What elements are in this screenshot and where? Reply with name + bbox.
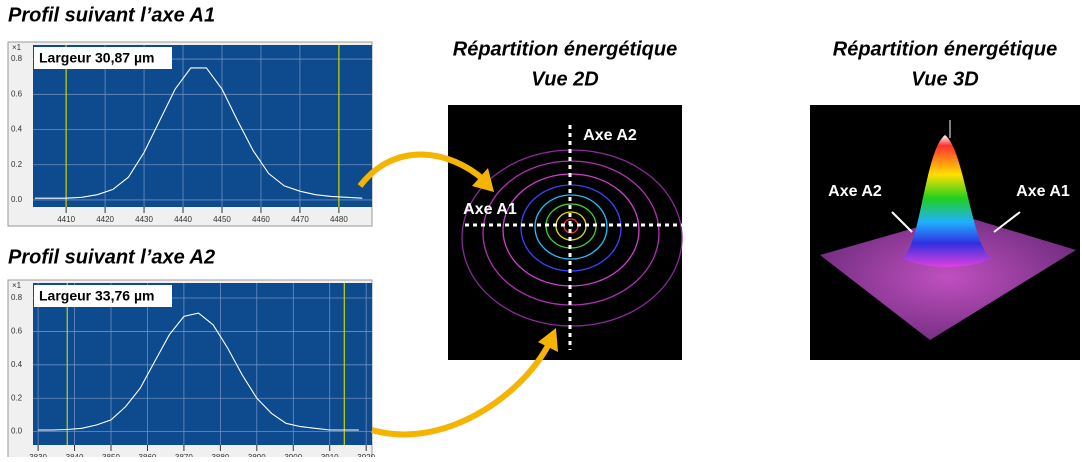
plot-area: [33, 45, 372, 207]
x-tick-label: 4470: [291, 215, 309, 224]
x-tick-label: 4460: [252, 215, 270, 224]
y-tick-label: 0.2: [11, 160, 23, 169]
pointer: [993, 211, 1021, 233]
x-tick-label: 3900: [284, 453, 302, 457]
profile-line: [34, 67, 363, 199]
annotation-box: [34, 285, 172, 307]
x-tick-label: 4440: [174, 215, 192, 224]
view-2d-title: Répartition énergétique: [453, 38, 677, 60]
x-tick-label: 3870: [175, 453, 193, 457]
view-2d-image: [448, 105, 682, 360]
x-tick-label: 4420: [96, 215, 114, 224]
x-tick-label: 4450: [213, 215, 231, 224]
annotation: Largeur 30,87 µm: [39, 50, 154, 66]
x-tick-label: 4480: [330, 215, 348, 224]
y-tick-label: 0.8: [11, 54, 23, 63]
profile-charts: Profil suivant l’axe A1 ×1 0.0 0.2 0.4 0.6 0.8…: [7, 4, 376, 462]
y-tick-label: 0.0: [11, 195, 23, 204]
peak: [902, 135, 992, 267]
y-tick-label: 0.0: [11, 427, 23, 436]
arrowhead: [472, 168, 494, 192]
x-tick-label: 3860: [139, 453, 157, 457]
arrow: [371, 340, 553, 438]
view-2d-subtitle: Vue 2D: [531, 68, 598, 90]
axis-label: Axe A2: [828, 183, 882, 200]
y-tick-label: 0.2: [11, 393, 23, 402]
x-tick-label: 3830: [29, 453, 47, 457]
x-tick-label: 3850: [102, 453, 120, 457]
view-3d-subtitle: Vue 3D: [911, 68, 978, 90]
x-tick-label: 3840: [66, 453, 84, 457]
arrowhead: [538, 328, 558, 352]
pointer: [891, 211, 913, 233]
view-3d-title: Répartition énergétique: [833, 38, 1057, 60]
chart-title: Profil suivant l’axe A1: [8, 4, 215, 26]
axis-label: Axe A1: [463, 201, 517, 218]
y-unit: ×1: [12, 281, 22, 290]
y-tick-label: 0.8: [11, 293, 23, 302]
y-tick-label: 0.6: [11, 89, 23, 98]
annotation: Largeur 33,76 µm: [39, 288, 154, 304]
y-tick-label: 0.6: [11, 327, 23, 336]
plot-area: [33, 283, 372, 445]
axis-label: Axe A1: [1016, 183, 1070, 200]
x-tick-label: 4430: [135, 215, 153, 224]
y-tick-label: 0.4: [11, 125, 23, 134]
x-tick-label: 3920: [357, 453, 375, 457]
base-plane: [820, 215, 1076, 340]
axis-label: Axe A2: [583, 127, 637, 144]
profile-line: [38, 312, 359, 431]
x-tick-label: 4410: [57, 215, 75, 224]
arrow: [357, 151, 486, 188]
annotation-box: [34, 47, 172, 69]
y-tick-label: 0.4: [11, 360, 23, 369]
x-tick-label: 3880: [211, 453, 229, 457]
y-unit: ×1: [12, 43, 22, 52]
x-tick-label: 3910: [321, 453, 339, 457]
chart-title: Profil suivant l’axe A2: [8, 246, 215, 268]
x-tick-label: 3890: [248, 453, 266, 457]
